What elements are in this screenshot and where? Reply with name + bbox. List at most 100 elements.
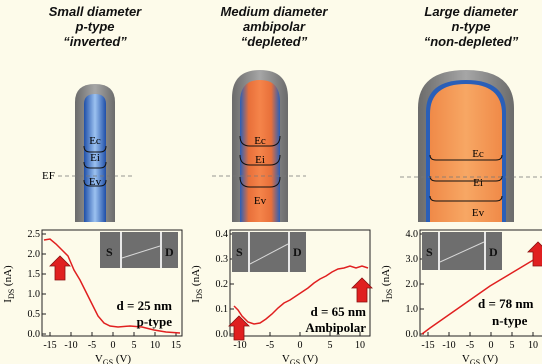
inset-label-source: S — [106, 245, 113, 259]
x-tick-label: -15 — [43, 340, 56, 351]
heading-type: p-type — [75, 19, 115, 34]
x-tick-label: -5 — [266, 340, 274, 351]
y-tick-label: 0.1 — [216, 304, 229, 315]
band-label-ev: Ev — [254, 195, 267, 207]
y-tick-label: 2.5 — [28, 229, 41, 240]
band-label-ei: Ei — [255, 154, 265, 166]
band-ec-line — [429, 154, 503, 161]
band-ev-line — [429, 195, 503, 202]
red-arrow-icon — [49, 255, 71, 281]
band-ev-line — [83, 179, 107, 187]
x-tick-label: -10 — [64, 340, 77, 351]
x-axis-label: VGS (V) — [95, 353, 132, 364]
heading-large-diameter: Large diameter n-type “non-depleted” — [386, 4, 542, 49]
diameter-label: d = 25 nm — [117, 298, 173, 313]
y-axis-ticks: 0.0 0.5 1.0 1.5 2.0 2.5 — [28, 229, 46, 340]
x-tick-label: -15 — [421, 340, 434, 351]
band-ev-line — [239, 176, 281, 188]
inset-label-drain: D — [489, 245, 498, 259]
x-tick-label: 10 — [150, 340, 160, 351]
data-curve — [43, 238, 181, 334]
band-label-ec: Ec — [254, 135, 266, 147]
diameter-label: d = 78 nm — [478, 296, 534, 311]
sem-inset — [100, 232, 178, 268]
band-label-ev: Ev — [472, 207, 485, 219]
x-tick-label: 5 — [510, 340, 515, 351]
band-ei-line — [239, 154, 281, 166]
inset-label-source: S — [426, 245, 433, 259]
heading-type: n-type — [451, 19, 491, 34]
y-tick-label: 2.0 — [28, 249, 41, 260]
band-label-ec: Ec — [472, 148, 484, 160]
fermi-label: EF — [42, 170, 55, 182]
band-label-ec: Ec — [89, 135, 101, 147]
x-tick-label: 10 — [355, 340, 365, 351]
y-tick-label: 1.0 — [28, 289, 41, 300]
sem-electrode — [120, 232, 122, 268]
sem-nanowire — [121, 245, 161, 259]
inset-label-drain: D — [165, 245, 174, 259]
red-arrow-icon — [228, 315, 250, 341]
y-tick-label: 0.2 — [216, 279, 229, 290]
x-tick-label: 0 — [489, 340, 494, 351]
y-tick-label: 1.5 — [28, 269, 41, 280]
nanowire-small: Ec Ei Ev EF — [42, 84, 134, 222]
sem-inset — [232, 232, 306, 272]
heading-title: Small diameter — [48, 4, 142, 19]
band-label-ev: Ev — [89, 176, 102, 188]
band-ec-line — [83, 145, 107, 153]
y-tick-label: 0.5 — [28, 309, 41, 320]
type-label: Ambipolar — [305, 320, 366, 335]
type-label: p-type — [137, 314, 173, 329]
sem-electrode — [248, 232, 250, 272]
y-tick-label: 0.0 — [216, 329, 229, 340]
band-label-ei: Ei — [473, 177, 483, 189]
red-arrow-icon — [351, 277, 373, 303]
heading-type: ambipolar — [242, 19, 306, 34]
nanowire-medium: Ec Ei Ev — [212, 70, 306, 222]
y-tick-label: 3.0 — [406, 254, 419, 265]
heading-state: “inverted” — [63, 34, 127, 49]
x-tick-label: 0 — [298, 340, 303, 351]
heading-small-diameter: Small diameter p-type “inverted” — [10, 4, 180, 49]
band-ei-line — [429, 175, 503, 182]
y-axis-label: IDS (nA) — [380, 265, 394, 303]
sem-inset — [422, 232, 502, 270]
sem-nanowire — [249, 243, 289, 265]
nanowire-core — [430, 84, 502, 222]
y-tick-label: 4.0 — [406, 229, 419, 240]
heading-state: “non-depleted” — [423, 34, 519, 49]
heading-state: “depleted” — [240, 34, 308, 49]
y-tick-label: 0.3 — [216, 254, 229, 265]
x-axis-ticks: -15 -10 -5 0 5 10 — [421, 332, 538, 351]
transfer-plot-small: 0.0 0.5 1.0 1.5 2.0 2.5 -15 -10 -5 0 5 1… — [2, 229, 183, 364]
x-tick-label: 10 — [528, 340, 538, 351]
diameter-label: d = 65 nm — [311, 304, 367, 319]
sem-nanowire — [439, 241, 485, 263]
heading-medium-diameter: Medium diameter ambipolar “depleted” — [189, 4, 359, 49]
x-tick-label: 0 — [111, 340, 116, 351]
inset-label-source: S — [236, 245, 243, 259]
plot-frame — [419, 229, 542, 337]
type-label: n-type — [492, 313, 528, 328]
y-axis-label: IDS (nA) — [190, 265, 204, 303]
heading-title: Medium diameter — [220, 4, 328, 19]
heading-title: Large diameter — [424, 4, 518, 19]
x-tick-label: -10 — [442, 340, 455, 351]
band-label-ei: Ei — [90, 152, 100, 164]
data-curve — [421, 254, 542, 335]
inset-label-drain: D — [293, 245, 302, 259]
x-tick-label: -5 — [466, 340, 474, 351]
sem-electrode — [160, 232, 162, 268]
y-axis-ticks: 0.0 1.0 2.0 3.0 4.0 — [406, 229, 424, 340]
y-tick-label: 0.4 — [216, 229, 229, 240]
y-tick-label: 1.0 — [406, 304, 419, 315]
x-tick-label: 5 — [132, 340, 137, 351]
y-tick-label: 0.0 — [28, 329, 41, 340]
x-tick-label: 5 — [328, 340, 333, 351]
red-arrow-icon — [527, 241, 542, 267]
transfer-plot-large: 0.0 1.0 2.0 3.0 4.0 -15 -10 -5 0 5 10 S … — [380, 229, 542, 364]
nanowire-diagrams: Ec Ei Ev EF Ec Ei Ev Ec Ei Ev — [42, 70, 542, 222]
transfer-plot-medium: 0.0 0.1 0.2 0.3 0.4 -10 -5 0 5 10 S D d … — [190, 229, 373, 364]
sem-electrode — [484, 232, 486, 270]
